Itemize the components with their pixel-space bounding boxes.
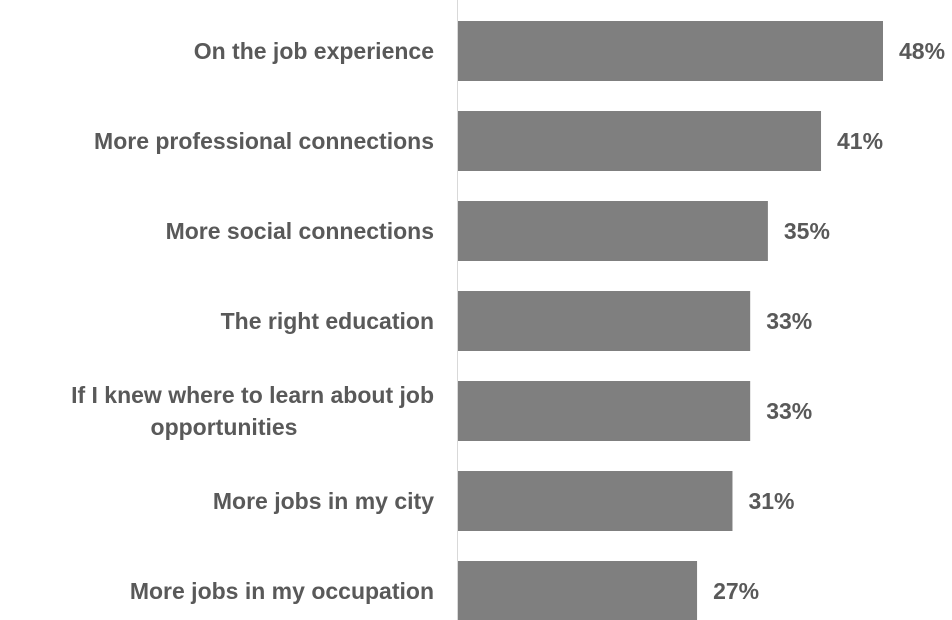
value-label: 48% (899, 38, 945, 64)
bar (458, 291, 751, 351)
category-label: On the job experience (194, 38, 434, 64)
category-label: More professional connections (94, 128, 434, 154)
bar (458, 21, 883, 81)
value-label: 41% (837, 128, 883, 154)
value-label: 35% (784, 218, 830, 244)
bar (458, 111, 822, 171)
value-label: 27% (713, 578, 759, 604)
value-label: 31% (748, 488, 794, 514)
bar (458, 471, 733, 531)
category-label: More jobs in my occupation (130, 578, 434, 604)
bars-group: On the job experience 48% More professiona… (71, 21, 945, 620)
bar (458, 201, 768, 261)
value-label: 33% (766, 308, 812, 334)
category-label: The right education (221, 308, 434, 334)
bar (458, 381, 751, 441)
value-label: 33% (766, 398, 812, 424)
category-label: If I knew where to learn about job (71, 382, 434, 408)
bar (458, 561, 698, 620)
category-label: opportunities (151, 414, 298, 440)
category-label: More social connections (166, 218, 434, 244)
category-label: More jobs in my city (213, 488, 434, 514)
